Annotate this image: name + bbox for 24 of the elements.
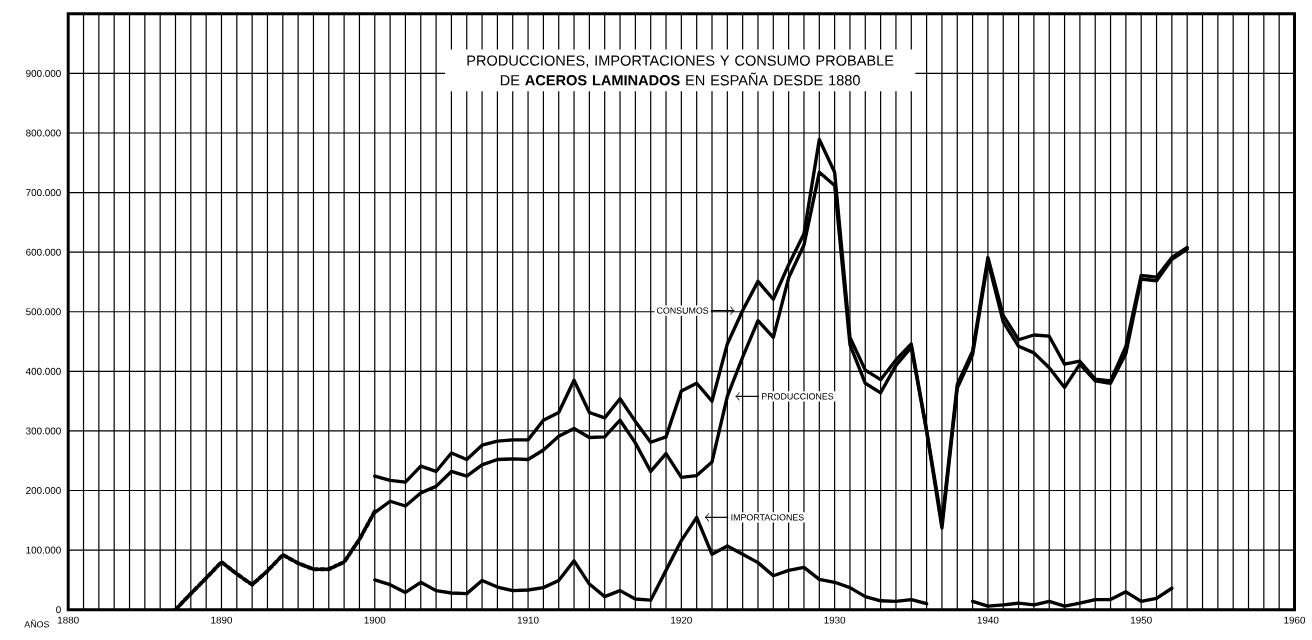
x-tick-label: 1940 <box>977 616 999 624</box>
y-tick-label: 800.000 <box>26 129 61 137</box>
x-tick-label: 1880 <box>57 616 79 624</box>
x-tick-label: 1920 <box>671 616 692 624</box>
x-tick-label: 1910 <box>517 616 539 624</box>
x-axis-title: AÑOS <box>24 619 49 628</box>
annotation: CONSUMOS <box>656 307 709 314</box>
text: PRODUCCIONES, IMPORTACIONES Y CONSUMO PROBABLE DE ACEROS LAMINADOS EN ESPAÑA DESDE 1880 <box>467 55 894 86</box>
y-tick-label: 700.000 <box>26 188 61 196</box>
x-tick-label: 1960 <box>1284 616 1306 624</box>
annotation: PRODUCCIONES <box>762 393 834 400</box>
x-tick-label: 1950 <box>1131 616 1152 624</box>
y-tick-label: 600.000 <box>26 248 61 256</box>
annotation: IMPORTACIONES <box>731 514 804 521</box>
y-tick-label: 0 <box>56 606 61 614</box>
y-tick-label: 900.000 <box>26 69 61 77</box>
x-tick-label: 1890 <box>211 616 233 624</box>
y-tick-label: 400.000 <box>25 367 61 375</box>
x-tick-label: 1930 <box>824 616 846 624</box>
y-tick-label: 300.000 <box>26 427 61 435</box>
y-tick-label: 100.000 <box>26 546 61 554</box>
y-tick-label: 500.000 <box>26 308 61 316</box>
x-tick-label: 1900 <box>364 616 386 624</box>
y-tick-label: 200.000 <box>26 486 61 494</box>
